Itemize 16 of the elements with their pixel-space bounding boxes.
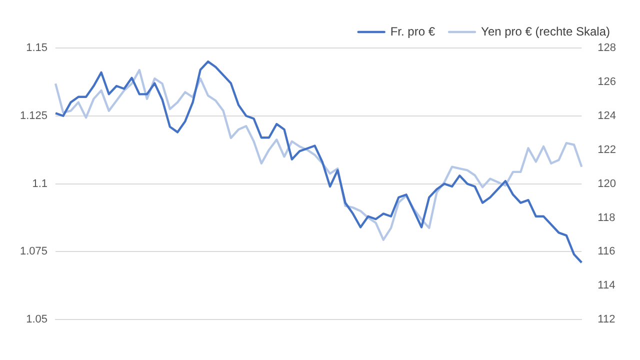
legend-label: Fr. pro €	[390, 24, 436, 38]
y2-tick-label: 128	[598, 42, 616, 54]
y2-tick-label: 126	[598, 76, 616, 88]
y-tick-label: 1.125	[20, 110, 48, 122]
y2-tick-label: 112	[598, 314, 616, 326]
y-tick-label: 1.075	[20, 246, 48, 258]
y2-tick-label: 120	[598, 178, 616, 190]
y2-tick-label: 124	[598, 110, 616, 122]
y-tick-label: 1.1	[32, 178, 48, 190]
y2-tick-label: 118	[598, 212, 616, 224]
legend-label: Yen pro € (rechte Skala)	[481, 24, 610, 38]
y-tick-label: 1.05	[26, 314, 48, 326]
y2-tick-label: 114	[598, 280, 616, 292]
y2-tick-label: 122	[598, 144, 616, 156]
y2-tick-label: 116	[598, 246, 616, 258]
y-tick-label: 1.15	[26, 42, 48, 54]
